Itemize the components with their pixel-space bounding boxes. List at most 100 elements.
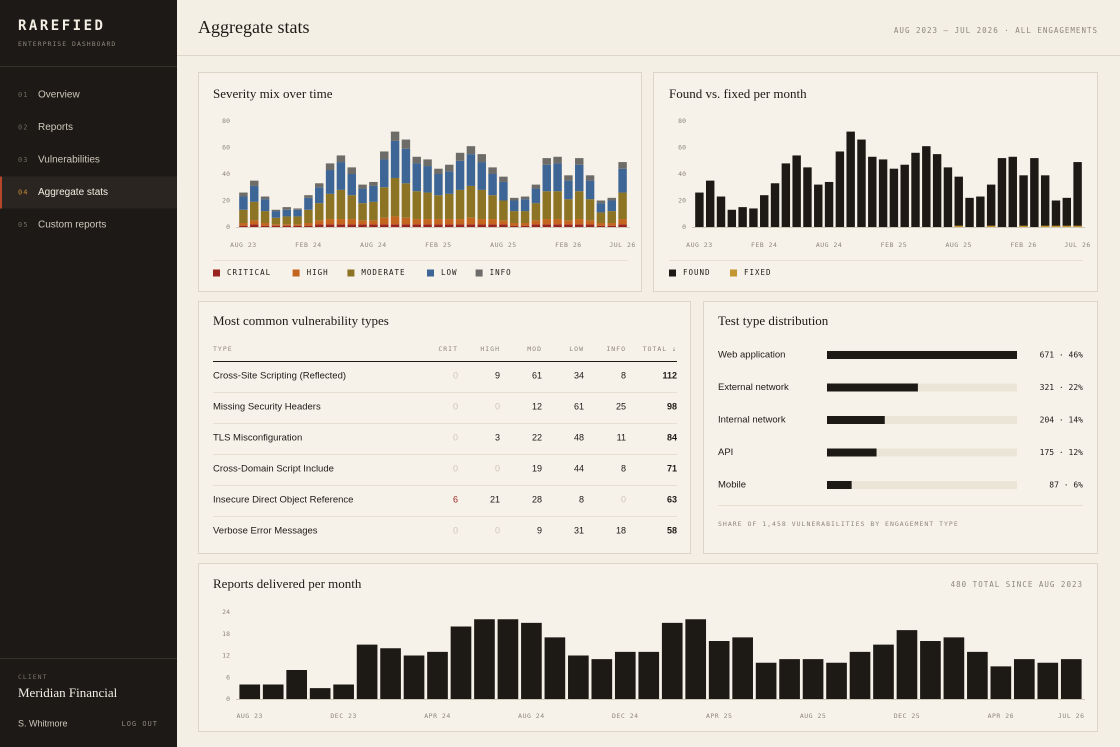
bar-segment [607,200,616,212]
category-label: Web application [718,350,785,361]
bar-segment [585,199,595,221]
bar-segment [520,211,530,224]
bar-segment [325,219,335,225]
table-cell-number: 21 [490,494,500,504]
table-cell-number: 18 [616,525,626,535]
bar [849,651,871,699]
bar-segment [553,163,562,192]
bar-segment [390,216,400,225]
bar [497,619,519,699]
legend-label: INFO [490,268,512,277]
table-cell-number: 0 [453,525,458,535]
nav-number: 04 [18,189,28,197]
bar-segment [466,224,476,227]
bar [827,481,852,489]
bar [685,619,707,699]
table-header: TOTAL ↓ [643,345,677,353]
bar-segment [412,191,421,220]
bar [427,651,448,699]
nav-label[interactable]: Reports [38,122,73,133]
legend-swatch [427,269,434,277]
bar-segment [347,167,356,174]
bar-segment [607,225,616,227]
bar-segment [260,199,270,212]
table-cell-number: 61 [532,370,542,380]
y-tick-label: 0 [226,695,230,703]
bar-segment [564,180,573,200]
legend-swatch [475,269,483,277]
bar [954,225,963,227]
bar [661,622,683,699]
x-tick-label: AUG 23 [686,241,712,249]
client-name: Meridian Financial [18,685,118,700]
bar-segment [596,203,606,213]
x-tick-label: JUL 26 [1064,241,1090,249]
bar-segment [618,192,627,220]
nav-active-marker [0,176,2,209]
x-tick-label: JUL 26 [1058,712,1084,720]
bar-segment [271,217,281,225]
logout[interactable]: LOG OUT [121,720,158,728]
bar-segment [510,211,519,224]
page-title: Aggregate stats [198,17,309,37]
bar [521,622,542,699]
nav-label[interactable]: Overview [38,90,80,101]
nav-label[interactable]: Aggregate stats [38,187,108,198]
bar-segment [531,184,541,189]
table-cell-number: 0 [453,401,458,411]
bar-segment [488,219,497,225]
bar [878,159,888,227]
bar-segment [423,219,432,225]
y-tick-label: 80 [222,117,230,125]
bar-segment [423,192,432,220]
bar-segment [499,220,508,225]
bar-segment [358,184,367,189]
nav-active-bg [0,176,177,209]
bar-segment [250,185,259,202]
bar-segment [531,203,541,221]
nav-label[interactable]: Custom reports [38,220,106,231]
nav-label[interactable]: Vulnerabilities [38,155,100,166]
bar [1040,175,1050,227]
category-label: Mobile [718,480,746,491]
bar-segment [466,154,476,186]
bar [239,684,261,699]
bar-segment [575,224,584,227]
bar-segment [423,159,432,167]
x-tick-label: FEB 25 [881,241,907,249]
bar-segment [369,220,378,225]
bar-segment [434,168,443,174]
bar-segment [531,224,541,227]
bar-segment [271,211,281,218]
table-cell-number: 8 [621,370,626,380]
bar-segment [520,223,530,226]
chart-title: Reports delivered per month [213,576,362,591]
bar-segment [250,224,259,227]
bar-segment [380,151,389,160]
x-tick-label: AUG 25 [800,712,826,720]
bar-segment [585,224,595,227]
bar-segment [423,166,432,193]
y-tick-label: 24 [222,608,230,616]
client-label: CLIENT [18,673,47,681]
bar-segment [369,185,378,202]
bar-segment [239,196,248,210]
bar [738,207,747,227]
bar-segment [401,224,411,227]
bar-segment [304,197,313,210]
bar-segment [369,181,378,186]
bar-segment [293,225,302,227]
x-tick-label: AUG 24 [518,712,544,720]
bar-segment [260,223,270,226]
bar-segment [466,146,476,155]
bar-segment [488,195,497,220]
table-cell-number: 48 [574,432,584,442]
x-tick-label: AUG 23 [236,712,262,720]
bar [1051,225,1061,227]
bar-segment [412,224,421,227]
bar [749,208,758,227]
bar-segment [315,203,324,221]
bar-segment [445,171,454,194]
table-cell-number: 11 [617,432,626,442]
table-cell-number: 34 [574,370,584,380]
